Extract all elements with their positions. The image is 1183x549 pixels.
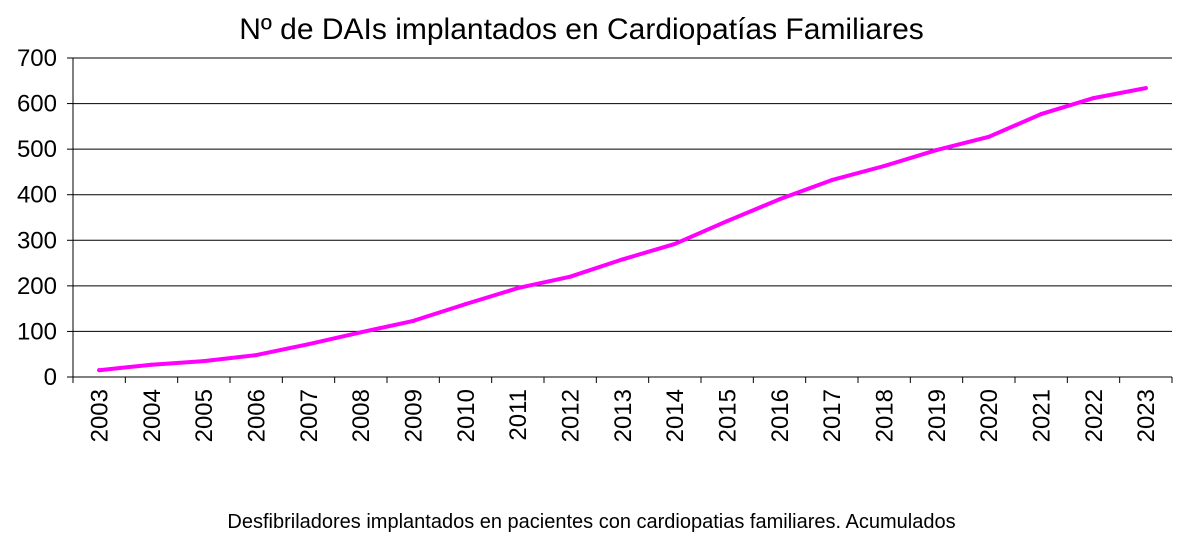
data-point-2014	[673, 242, 677, 246]
data-point-2008	[359, 330, 363, 334]
y-tick-label: 400	[17, 182, 57, 209]
x-tick-label: 2016	[767, 389, 794, 442]
x-tick-label: 2010	[453, 389, 480, 442]
y-tick-label: 100	[17, 318, 57, 345]
y-tick-labels: 0 100 200 300 400 500 600 700	[17, 45, 57, 391]
x-tick-label: 2014	[662, 389, 689, 442]
data-point-2017	[830, 178, 834, 182]
series-layer	[97, 86, 1148, 372]
x-tick-label: 2005	[191, 389, 218, 442]
line-chart: 0100200300400500600700 2003 2004 2005 2006 2…	[0, 0, 1183, 549]
x-tick-labels: 2003 2004 2005 2006 2007 2008 2009 2010 2011 2012…	[87, 389, 1161, 442]
data-point-2005	[202, 359, 206, 363]
x-tick-label: 2019	[924, 389, 951, 442]
y-tick-label: 600	[17, 91, 57, 118]
x-tick-label: 2023	[1133, 389, 1160, 442]
data-point-2012	[568, 275, 572, 279]
x-tick-label: 2017	[819, 389, 846, 442]
data-point-2018	[882, 164, 886, 168]
x-tick-label: 2007	[296, 389, 323, 442]
y-tick-label: 0	[44, 364, 57, 391]
data-point-2015	[725, 219, 729, 223]
data-point-2019	[935, 148, 939, 152]
x-tick-label: 2003	[87, 389, 114, 442]
x-tick-label: 2018	[872, 389, 899, 442]
axes	[67, 58, 1172, 383]
x-tick-label: 2022	[1081, 389, 1108, 442]
y-tick-label: 200	[17, 273, 57, 300]
x-tick-label: 2006	[244, 389, 271, 442]
data-point-2010	[464, 302, 468, 306]
chart-subtitle: Desfibriladores implantados en pacientes…	[0, 509, 1183, 535]
y-tick-label: 300	[17, 227, 57, 254]
data-point-2023	[1144, 86, 1148, 90]
data-point-2003	[97, 368, 101, 372]
data-point-2022	[1092, 96, 1096, 100]
data-point-2013	[621, 257, 625, 261]
gridlines	[73, 58, 1172, 331]
x-tick-label: 2015	[715, 389, 742, 442]
x-tick-label: 2009	[401, 389, 428, 442]
x-tick-label: 2004	[139, 389, 166, 442]
data-point-2006	[254, 353, 258, 357]
y-tick-label: 700	[17, 45, 57, 72]
data-point-2007	[307, 342, 311, 346]
data-point-2020	[987, 135, 991, 139]
y-tick-label: 500	[17, 136, 57, 163]
x-tick-label: 2020	[976, 389, 1003, 442]
x-tick-label: 2011	[505, 389, 532, 441]
data-point-2009	[411, 319, 415, 323]
data-point-2004	[150, 363, 154, 367]
series-line-0	[99, 88, 1146, 370]
x-tick-label: 2013	[610, 389, 637, 442]
data-point-2011	[516, 286, 520, 290]
x-tick-label: 2021	[1029, 389, 1056, 442]
data-point-2021	[1039, 112, 1043, 116]
x-tick-label: 2012	[558, 389, 585, 442]
x-tick-label: 2008	[348, 389, 375, 442]
data-point-2016	[778, 197, 782, 201]
